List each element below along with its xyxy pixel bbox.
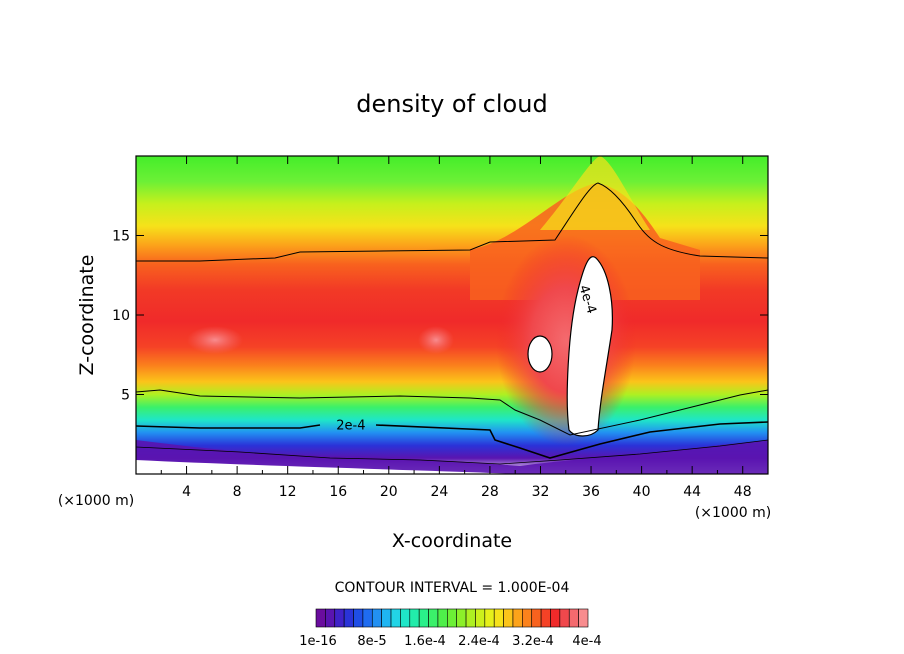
colorbar-swatch	[400, 608, 411, 628]
colorbar-swatch	[325, 608, 336, 628]
plume-top-glow	[540, 156, 650, 230]
x-tick-label: 28	[481, 484, 499, 500]
x-tick-label: 16	[329, 484, 347, 500]
colorbar-swatch	[568, 608, 579, 628]
contour-line-bottom	[136, 439, 768, 465]
contour-line-lower	[136, 389, 768, 436]
x-tick-label: 44	[683, 484, 701, 500]
colorbar-label: 1e-16	[299, 634, 337, 649]
x-tick-label: 20	[380, 484, 398, 500]
colorbar-swatch	[475, 608, 486, 628]
pink-spot-mid	[418, 326, 454, 354]
colorbar-swatch	[512, 608, 523, 628]
x-tick-label: 12	[279, 484, 297, 500]
colorbar-swatch	[409, 608, 420, 628]
x-unit-label-left: (×1000 m)	[58, 493, 134, 509]
x-tick-label: 40	[633, 484, 651, 500]
y-axis-label: Z-coordinate	[76, 255, 98, 376]
contour-line-2e4	[136, 421, 768, 459]
y-tick-label: 5	[121, 388, 130, 404]
colorbar	[315, 608, 589, 628]
colorbar-swatch	[353, 608, 364, 628]
density-field	[136, 156, 768, 474]
contour-line-max-outline	[566, 256, 613, 437]
field-background	[136, 156, 768, 474]
colorbar-labels: 1e-16 8e-5 1.6e-4 2.4e-4 3.2e-4 4e-4	[299, 634, 601, 649]
max-region-main	[567, 256, 613, 436]
surface-noise-band	[136, 440, 768, 474]
colorbar-label: 4e-4	[572, 634, 601, 649]
surface-white-gap	[136, 460, 520, 474]
contour-label: 2e-4	[336, 419, 365, 434]
x-tick-label: 8	[233, 484, 242, 500]
colorbar-swatch	[343, 608, 354, 628]
colorbar-swatch	[559, 608, 570, 628]
colorbar-swatch	[550, 608, 561, 628]
contour-line-small-outline	[527, 335, 553, 373]
colorbar-swatch	[503, 608, 514, 628]
colorbar-label: 8e-5	[357, 634, 386, 649]
contour-line-upper	[136, 182, 768, 262]
x-tick-label: 24	[430, 484, 448, 500]
x-axis-ticks: 4 8 12 16 20 24 28 32 36 40 44 48	[160, 156, 752, 500]
colorbar-label: 3.2e-4	[512, 634, 554, 649]
y-tick-label: 10	[112, 308, 130, 324]
colorbar-swatch	[315, 608, 326, 628]
max-region-small	[528, 336, 552, 372]
colorbar-label: 1.6e-4	[404, 634, 446, 649]
colorbar-swatch	[428, 608, 439, 628]
colorbar-swatch	[334, 608, 345, 628]
colorbar-swatch	[540, 608, 551, 628]
chart-title: density of cloud	[356, 90, 547, 118]
colorbar-swatch	[493, 608, 504, 628]
colorbar-swatch	[465, 608, 476, 628]
y-tick-label: 15	[112, 229, 130, 245]
colorbar-label: 2.4e-4	[458, 634, 500, 649]
colorbar-swatch	[484, 608, 495, 628]
colorbar-swatch	[531, 608, 542, 628]
colorbar-swatch	[371, 608, 382, 628]
x-tick-label: 32	[532, 484, 550, 500]
colorbar-swatch	[447, 608, 457, 628]
colorbar-swatch	[437, 608, 448, 628]
colorbar-swatch	[381, 608, 392, 628]
colorbar-swatch	[578, 608, 589, 628]
colorbar-swatch	[390, 608, 401, 628]
x-tick-label: 48	[734, 484, 752, 500]
y-axis-ticks: 5 10 15	[112, 229, 768, 404]
x-tick-label: 4	[182, 484, 191, 500]
pink-spot-left	[187, 326, 243, 354]
colorbar-swatch	[522, 608, 533, 628]
contour-interval-text: CONTOUR INTERVAL = 1.000E-04	[335, 580, 570, 596]
colorbar-swatch	[456, 608, 467, 628]
x-axis-label: X-coordinate	[392, 530, 512, 552]
x-tick-label: 36	[582, 484, 600, 500]
colorbar-swatch	[362, 608, 373, 628]
x-unit-label-right: (×1000 m)	[695, 505, 771, 521]
plume-core-glow	[496, 235, 636, 445]
colorbar-swatch	[418, 608, 429, 628]
